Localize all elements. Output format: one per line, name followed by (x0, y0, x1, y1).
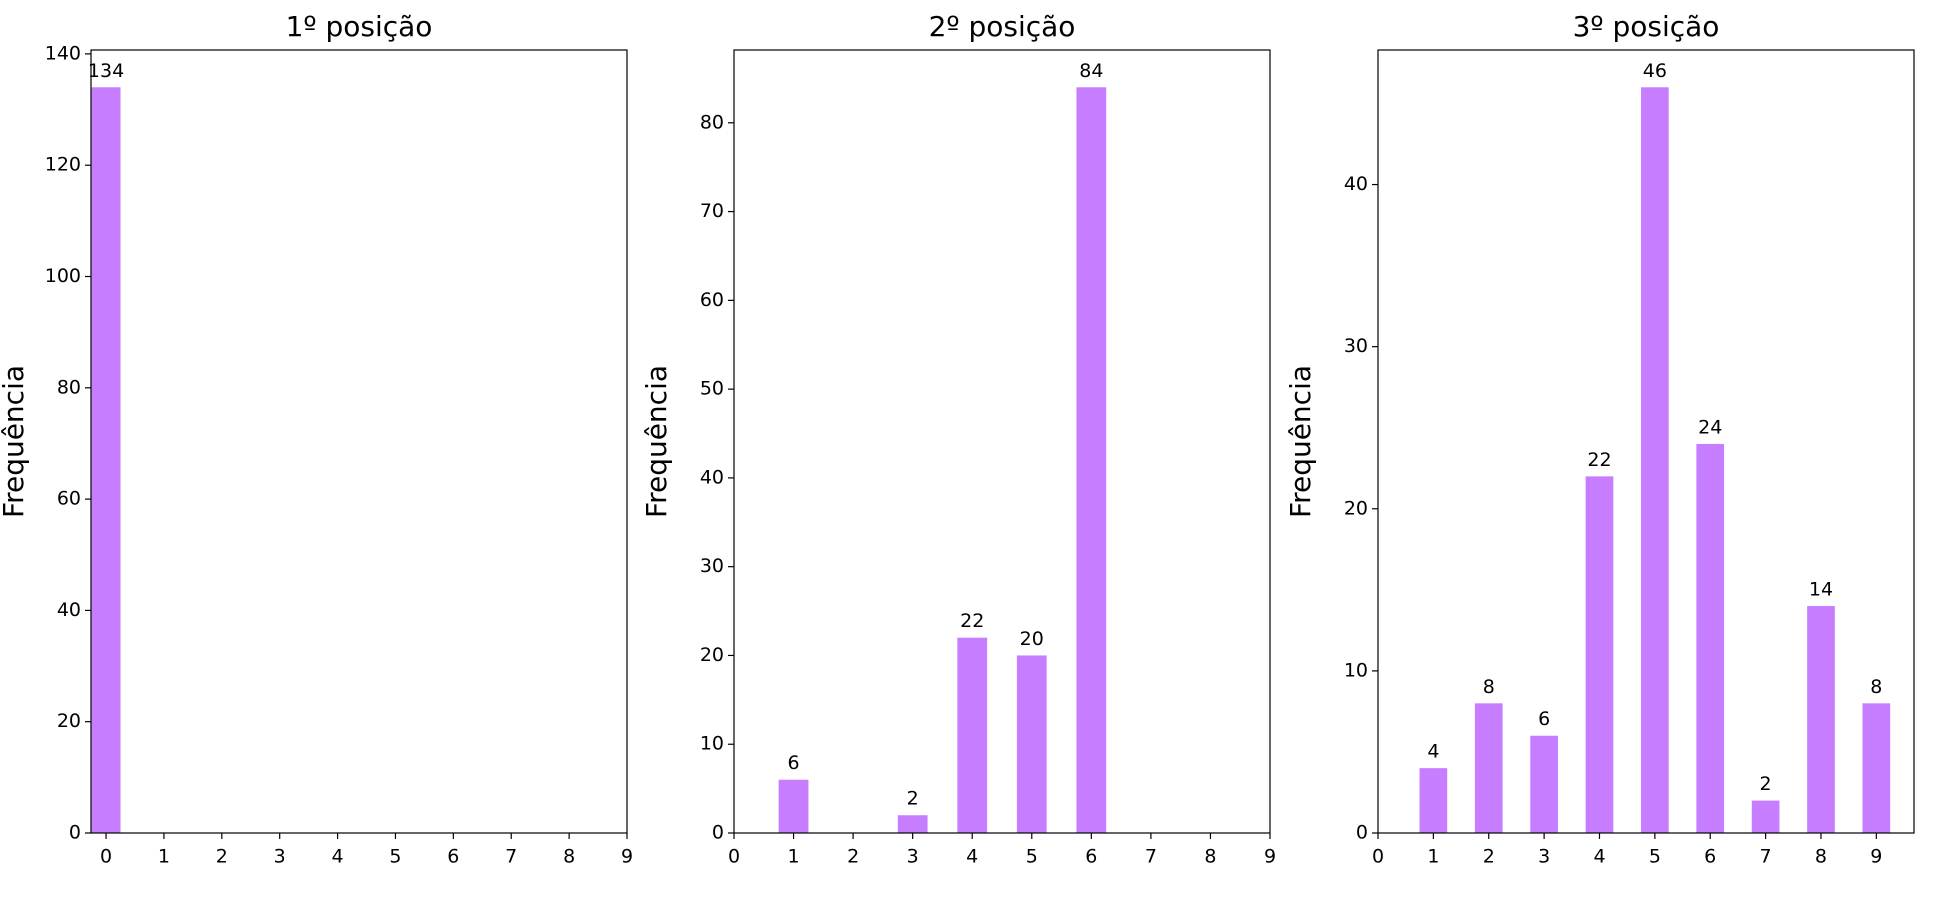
plot-frame (733, 49, 1271, 834)
chart-title: 3º posição (1573, 10, 1720, 43)
y-tick-label: 140 (45, 42, 81, 64)
y-tick-label: 40 (57, 599, 81, 621)
x-tick-label: 7 (1760, 846, 1772, 868)
x-tick-label: 3 (907, 846, 919, 868)
value-label: 6 (1538, 708, 1550, 730)
value-label: 8 (1870, 676, 1882, 698)
plot-frame (90, 49, 628, 834)
x-tick-label: 4 (966, 846, 978, 868)
x-tick-label: 7 (505, 846, 517, 868)
y-tick-label: 10 (700, 733, 724, 755)
x-tick-label: 2 (1483, 846, 1495, 868)
bar (1076, 87, 1107, 834)
x-tick-label: 0 (1372, 846, 1384, 868)
y-tick-label: 50 (700, 378, 724, 400)
y-axis-label: Frequência (1284, 365, 1317, 518)
bar (897, 815, 928, 833)
y-tick-label: 40 (1344, 173, 1368, 195)
x-tick-label: 6 (1085, 846, 1097, 868)
x-tick-label: 4 (1593, 846, 1605, 868)
y-tick-label: 60 (57, 488, 81, 510)
bar (1807, 606, 1835, 833)
bar (778, 779, 809, 833)
x-tick-label: 1 (158, 846, 170, 868)
y-tick-label: 80 (57, 376, 81, 398)
x-tick-label: 9 (1870, 846, 1882, 868)
x-tick-label: 3 (274, 846, 286, 868)
x-tick-label: 5 (389, 846, 401, 868)
x-tick-label: 5 (1026, 846, 1038, 868)
bar (1474, 703, 1503, 833)
x-tick-label: 6 (447, 846, 459, 868)
bar (1751, 800, 1780, 833)
y-tick-label: 120 (45, 154, 81, 176)
value-label: 22 (1587, 449, 1611, 471)
x-tick-label: 9 (621, 846, 633, 868)
value-label: 4 (1427, 741, 1439, 763)
y-tick-label: 0 (69, 822, 81, 844)
bar (1016, 655, 1047, 833)
value-label: 2 (1760, 773, 1772, 795)
y-axis-label: Frequência (640, 365, 673, 518)
y-tick-label: 20 (1344, 497, 1368, 519)
value-label: 20 (1020, 628, 1044, 650)
y-tick-label: 40 (700, 466, 724, 488)
y-tick-label: 30 (700, 555, 724, 577)
x-tick-label: 0 (728, 846, 740, 868)
x-tick-label: 2 (847, 846, 859, 868)
y-tick-label: 80 (700, 111, 724, 133)
y-tick-label: 20 (700, 644, 724, 666)
x-tick-label: 8 (1815, 846, 1827, 868)
value-label: 14 (1809, 579, 1833, 601)
x-tick-label: 2 (216, 846, 228, 868)
x-tick-label: 7 (1145, 846, 1157, 868)
y-tick-label: 10 (1344, 659, 1368, 681)
bar (1585, 476, 1614, 833)
value-label: 6 (788, 752, 800, 774)
value-label: 2 (907, 788, 919, 810)
x-tick-label: 0 (100, 846, 112, 868)
x-tick-label: 8 (1204, 846, 1216, 868)
value-label: 134 (88, 60, 124, 82)
bar (957, 637, 988, 833)
bar (1419, 768, 1448, 833)
bar (1696, 443, 1725, 833)
value-label: 22 (960, 610, 984, 632)
y-tick-label: 30 (1344, 335, 1368, 357)
bar (91, 87, 121, 834)
plot-frame (1377, 49, 1915, 834)
x-tick-label: 5 (1649, 846, 1661, 868)
bar (1641, 87, 1669, 834)
y-tick-label: 100 (45, 265, 81, 287)
chart-title: 1º posição (286, 10, 433, 43)
y-tick-label: 20 (57, 710, 81, 732)
y-tick-label: 0 (1356, 822, 1368, 844)
x-tick-label: 1 (1427, 846, 1439, 868)
x-tick-label: 8 (563, 846, 575, 868)
bar (1862, 703, 1891, 833)
y-tick-label: 70 (700, 200, 724, 222)
value-label: 24 (1698, 416, 1722, 438)
y-tick-label: 0 (712, 822, 724, 844)
x-tick-label: 3 (1538, 846, 1550, 868)
bar (1530, 735, 1558, 833)
x-tick-label: 1 (788, 846, 800, 868)
value-label: 46 (1643, 60, 1667, 82)
y-axis-label: Frequência (0, 365, 30, 518)
x-tick-label: 6 (1704, 846, 1716, 868)
x-tick-label: 9 (1264, 846, 1276, 868)
y-tick-label: 60 (700, 289, 724, 311)
chart-title: 2º posição (929, 10, 1076, 43)
value-label: 84 (1079, 60, 1103, 82)
value-label: 8 (1483, 676, 1495, 698)
x-tick-label: 4 (332, 846, 344, 868)
